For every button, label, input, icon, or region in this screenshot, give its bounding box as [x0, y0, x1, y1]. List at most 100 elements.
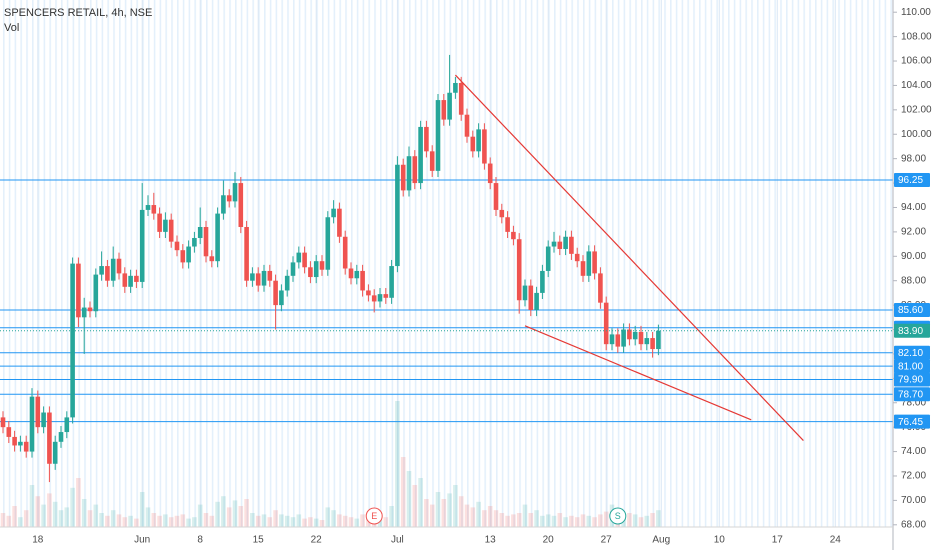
level-label-box	[894, 302, 930, 317]
candle-body	[18, 441, 23, 446]
last-price-label: 83.90	[898, 326, 923, 337]
volume-bar	[493, 510, 499, 527]
trendline	[524, 325, 752, 421]
candle-body	[0, 417, 6, 428]
y-tick-label: 70.00	[901, 495, 926, 506]
level-label: 96.25	[898, 175, 923, 186]
volume-bar	[528, 513, 534, 527]
candle-body	[244, 227, 249, 281]
y-tick-label: 104.00	[901, 80, 932, 91]
volume-bar	[58, 510, 64, 527]
volume-bar	[261, 514, 267, 527]
x-tick-label: Jun	[134, 535, 150, 546]
candle-body	[76, 263, 81, 318]
volume-bar	[197, 504, 203, 527]
volume-bar	[250, 513, 255, 527]
candle-body	[366, 290, 371, 296]
candle-body	[586, 251, 592, 276]
candle-body	[308, 267, 313, 278]
volume-bar	[163, 514, 168, 527]
volume-bar	[244, 499, 249, 527]
volume-bar	[586, 515, 592, 527]
volume-bar	[47, 493, 52, 527]
level-label-box	[894, 345, 930, 360]
level-label-box	[894, 414, 930, 429]
candle-body	[163, 219, 168, 232]
candle-body	[609, 334, 615, 345]
volume-bar	[93, 504, 99, 527]
candle-body	[313, 261, 319, 278]
candle-body	[574, 253, 580, 262]
volume-bar	[110, 510, 116, 527]
y-tick-label: 110.00	[901, 7, 931, 18]
candle-body	[168, 219, 174, 242]
candle-body	[139, 209, 145, 282]
volume-bar	[279, 514, 284, 527]
candle-body	[23, 441, 29, 452]
volume-bar	[302, 518, 307, 527]
volume-bar	[592, 517, 597, 527]
level-label: 81.00	[898, 361, 923, 372]
trendline	[454, 74, 804, 441]
candle-body	[592, 251, 597, 274]
x-tick-label: 27	[601, 535, 613, 546]
level-label: 78.70	[898, 389, 923, 400]
candle-body	[250, 273, 255, 281]
volume-bar	[284, 515, 290, 527]
volume-bar	[638, 517, 644, 527]
volume-bar	[650, 513, 655, 527]
volume-bar	[221, 496, 226, 527]
volume-bar	[557, 513, 563, 527]
candle-body	[389, 266, 394, 298]
candle-body	[296, 252, 302, 263]
candle-body	[284, 275, 290, 291]
y-tick-label: 92.00	[901, 227, 926, 238]
volume-bar	[342, 515, 348, 527]
candle-body	[493, 183, 499, 210]
volume-bar	[41, 504, 46, 527]
volume-bar	[603, 511, 609, 527]
candle-body	[627, 329, 632, 340]
x-tick-label: 22	[311, 535, 323, 546]
candle-body	[64, 417, 70, 433]
x-tick-label: 13	[485, 535, 497, 546]
candle-body	[505, 217, 510, 232]
volume-bar	[267, 517, 273, 527]
candle-body	[99, 266, 104, 275]
volume-bar	[151, 513, 157, 527]
candle-body	[551, 241, 557, 247]
volume-bar	[99, 513, 104, 527]
candle-body	[87, 307, 93, 312]
candle-body	[209, 256, 215, 262]
volume-bar	[64, 507, 70, 527]
candle-body	[186, 246, 191, 263]
candle-body	[563, 236, 568, 249]
candle-body	[424, 126, 429, 152]
volume-bar	[424, 499, 429, 527]
volume-bar	[76, 478, 81, 527]
plot-background	[0, 0, 893, 527]
candle-body	[302, 252, 307, 268]
candle-body	[482, 129, 487, 164]
volume-bar	[569, 515, 574, 527]
volume-bar	[383, 517, 389, 527]
candle-body	[406, 156, 412, 191]
candle-body	[93, 274, 99, 312]
volume-bar	[644, 515, 650, 527]
y-tick-label: 90.00	[901, 251, 926, 262]
volume-bar	[209, 515, 215, 527]
y-tick-label: 74.00	[901, 446, 926, 457]
candle-body	[656, 330, 661, 350]
candle-body	[255, 273, 261, 286]
candle-body	[226, 195, 232, 202]
x-tick-label: 24	[830, 535, 842, 546]
candle-body	[395, 164, 400, 267]
candle-body	[197, 227, 203, 238]
volume-bar	[464, 504, 470, 527]
candle-body	[569, 236, 574, 254]
volume-bar	[534, 510, 539, 527]
candle-body	[499, 209, 505, 218]
